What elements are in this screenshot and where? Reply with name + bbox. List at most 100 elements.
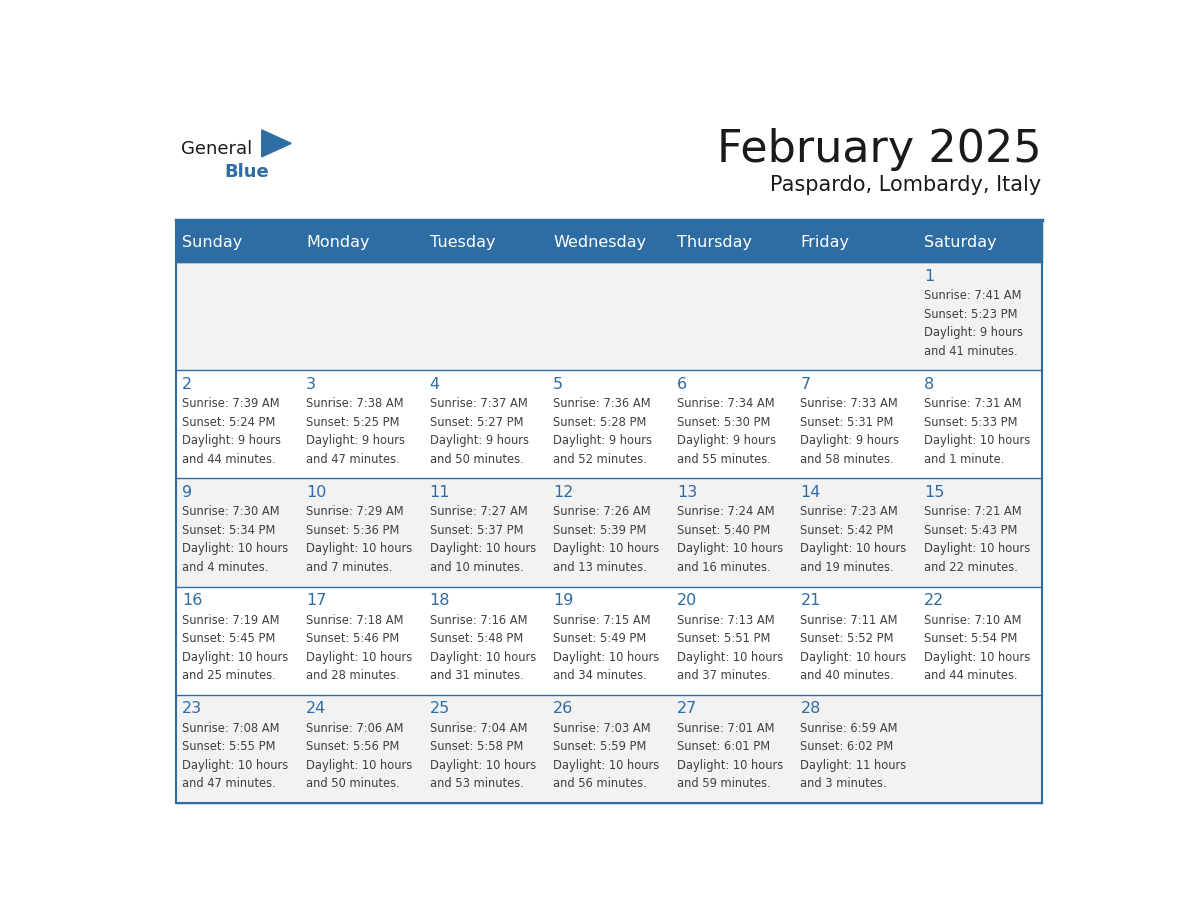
Bar	[918, 263, 1042, 370]
Polygon shape	[261, 130, 291, 157]
Text: General: General	[181, 140, 252, 158]
Text: 16: 16	[182, 593, 203, 608]
Text: Sunrise: 7:11 AM
Sunset: 5:52 PM
Daylight: 10 hours
and 40 minutes.: Sunrise: 7:11 AM Sunset: 5:52 PM Dayligh…	[801, 613, 906, 682]
Bar	[918, 370, 1042, 478]
Bar	[795, 263, 918, 370]
Text: Sunrise: 7:41 AM
Sunset: 5:23 PM
Daylight: 9 hours
and 41 minutes.: Sunrise: 7:41 AM Sunset: 5:23 PM Dayligh…	[924, 289, 1023, 358]
Text: 17: 17	[307, 593, 327, 608]
Bar	[423, 478, 546, 587]
Bar	[795, 223, 918, 263]
Bar	[299, 370, 423, 478]
Text: Sunrise: 7:19 AM
Sunset: 5:45 PM
Daylight: 10 hours
and 25 minutes.: Sunrise: 7:19 AM Sunset: 5:45 PM Dayligh…	[182, 613, 289, 682]
Bar	[795, 587, 918, 695]
Text: Tuesday: Tuesday	[430, 235, 495, 251]
Bar	[918, 695, 1042, 803]
Text: Sunrise: 7:30 AM
Sunset: 5:34 PM
Daylight: 10 hours
and 4 minutes.: Sunrise: 7:30 AM Sunset: 5:34 PM Dayligh…	[182, 506, 289, 574]
Text: Sunrise: 7:37 AM
Sunset: 5:27 PM
Daylight: 9 hours
and 50 minutes.: Sunrise: 7:37 AM Sunset: 5:27 PM Dayligh…	[430, 397, 529, 465]
Bar	[423, 263, 546, 370]
Text: 15: 15	[924, 485, 944, 500]
Text: 2: 2	[182, 376, 192, 392]
Bar	[299, 263, 423, 370]
Bar	[671, 263, 795, 370]
Bar	[176, 695, 299, 803]
Text: Sunrise: 6:59 AM
Sunset: 6:02 PM
Daylight: 11 hours
and 3 minutes.: Sunrise: 6:59 AM Sunset: 6:02 PM Dayligh…	[801, 722, 906, 790]
Text: Sunrise: 7:39 AM
Sunset: 5:24 PM
Daylight: 9 hours
and 44 minutes.: Sunrise: 7:39 AM Sunset: 5:24 PM Dayligh…	[182, 397, 282, 465]
Text: 19: 19	[554, 593, 574, 608]
Bar	[546, 478, 671, 587]
Text: 12: 12	[554, 485, 574, 500]
Bar	[795, 695, 918, 803]
Text: Thursday: Thursday	[677, 235, 752, 251]
Text: 8: 8	[924, 376, 935, 392]
Text: February 2025: February 2025	[716, 128, 1042, 171]
Bar	[671, 695, 795, 803]
Text: 25: 25	[430, 701, 450, 716]
Text: 14: 14	[801, 485, 821, 500]
Text: Sunrise: 7:13 AM
Sunset: 5:51 PM
Daylight: 10 hours
and 37 minutes.: Sunrise: 7:13 AM Sunset: 5:51 PM Dayligh…	[677, 613, 783, 682]
Text: 6: 6	[677, 376, 687, 392]
Bar	[176, 587, 299, 695]
Text: Sunrise: 7:31 AM
Sunset: 5:33 PM
Daylight: 10 hours
and 1 minute.: Sunrise: 7:31 AM Sunset: 5:33 PM Dayligh…	[924, 397, 1030, 465]
Text: Friday: Friday	[801, 235, 849, 251]
Text: Sunrise: 7:08 AM
Sunset: 5:55 PM
Daylight: 10 hours
and 47 minutes.: Sunrise: 7:08 AM Sunset: 5:55 PM Dayligh…	[182, 722, 289, 790]
Bar	[299, 587, 423, 695]
Text: Sunrise: 7:38 AM
Sunset: 5:25 PM
Daylight: 9 hours
and 47 minutes.: Sunrise: 7:38 AM Sunset: 5:25 PM Dayligh…	[307, 397, 405, 465]
Bar	[423, 370, 546, 478]
Text: Sunrise: 7:36 AM
Sunset: 5:28 PM
Daylight: 9 hours
and 52 minutes.: Sunrise: 7:36 AM Sunset: 5:28 PM Dayligh…	[554, 397, 652, 465]
Bar	[795, 370, 918, 478]
Bar	[176, 263, 299, 370]
Bar	[795, 478, 918, 587]
Text: Sunrise: 7:29 AM
Sunset: 5:36 PM
Daylight: 10 hours
and 7 minutes.: Sunrise: 7:29 AM Sunset: 5:36 PM Dayligh…	[307, 506, 412, 574]
Bar	[546, 587, 671, 695]
Bar	[299, 223, 423, 263]
Bar	[546, 370, 671, 478]
Text: 18: 18	[430, 593, 450, 608]
Bar	[918, 587, 1042, 695]
Text: Monday: Monday	[307, 235, 369, 251]
Text: 13: 13	[677, 485, 697, 500]
Bar	[671, 478, 795, 587]
Text: 11: 11	[430, 485, 450, 500]
Text: Sunrise: 7:03 AM
Sunset: 5:59 PM
Daylight: 10 hours
and 56 minutes.: Sunrise: 7:03 AM Sunset: 5:59 PM Dayligh…	[554, 722, 659, 790]
Text: 23: 23	[182, 701, 202, 716]
Text: Sunrise: 7:27 AM
Sunset: 5:37 PM
Daylight: 10 hours
and 10 minutes.: Sunrise: 7:27 AM Sunset: 5:37 PM Dayligh…	[430, 506, 536, 574]
Text: Sunrise: 7:33 AM
Sunset: 5:31 PM
Daylight: 9 hours
and 58 minutes.: Sunrise: 7:33 AM Sunset: 5:31 PM Dayligh…	[801, 397, 899, 465]
Text: Sunrise: 7:21 AM
Sunset: 5:43 PM
Daylight: 10 hours
and 22 minutes.: Sunrise: 7:21 AM Sunset: 5:43 PM Dayligh…	[924, 506, 1030, 574]
Bar	[423, 695, 546, 803]
Bar	[671, 370, 795, 478]
Bar	[918, 478, 1042, 587]
Text: Sunday: Sunday	[182, 235, 242, 251]
Text: 10: 10	[307, 485, 327, 500]
Text: Sunrise: 7:24 AM
Sunset: 5:40 PM
Daylight: 10 hours
and 16 minutes.: Sunrise: 7:24 AM Sunset: 5:40 PM Dayligh…	[677, 506, 783, 574]
Text: Sunrise: 7:01 AM
Sunset: 6:01 PM
Daylight: 10 hours
and 59 minutes.: Sunrise: 7:01 AM Sunset: 6:01 PM Dayligh…	[677, 722, 783, 790]
Text: Sunrise: 7:34 AM
Sunset: 5:30 PM
Daylight: 9 hours
and 55 minutes.: Sunrise: 7:34 AM Sunset: 5:30 PM Dayligh…	[677, 397, 776, 465]
Text: 4: 4	[430, 376, 440, 392]
Text: Saturday: Saturday	[924, 235, 997, 251]
Text: 3: 3	[307, 376, 316, 392]
Text: Sunrise: 7:10 AM
Sunset: 5:54 PM
Daylight: 10 hours
and 44 minutes.: Sunrise: 7:10 AM Sunset: 5:54 PM Dayligh…	[924, 613, 1030, 682]
Text: 7: 7	[801, 376, 810, 392]
Bar	[423, 223, 546, 263]
Text: 27: 27	[677, 701, 697, 716]
Text: 5: 5	[554, 376, 563, 392]
Bar	[176, 223, 1042, 803]
Bar	[176, 223, 299, 263]
Text: 22: 22	[924, 593, 944, 608]
Text: Wednesday: Wednesday	[554, 235, 646, 251]
Bar	[176, 370, 299, 478]
Bar	[918, 223, 1042, 263]
Bar	[546, 223, 671, 263]
Text: 28: 28	[801, 701, 821, 716]
Text: 20: 20	[677, 593, 697, 608]
Text: 1: 1	[924, 269, 935, 284]
Text: 26: 26	[554, 701, 574, 716]
Text: Sunrise: 7:15 AM
Sunset: 5:49 PM
Daylight: 10 hours
and 34 minutes.: Sunrise: 7:15 AM Sunset: 5:49 PM Dayligh…	[554, 613, 659, 682]
Text: 24: 24	[307, 701, 327, 716]
Text: Sunrise: 7:18 AM
Sunset: 5:46 PM
Daylight: 10 hours
and 28 minutes.: Sunrise: 7:18 AM Sunset: 5:46 PM Dayligh…	[307, 613, 412, 682]
Text: Sunrise: 7:26 AM
Sunset: 5:39 PM
Daylight: 10 hours
and 13 minutes.: Sunrise: 7:26 AM Sunset: 5:39 PM Dayligh…	[554, 506, 659, 574]
Bar	[299, 695, 423, 803]
Bar	[423, 587, 546, 695]
Bar	[546, 263, 671, 370]
Text: Sunrise: 7:06 AM
Sunset: 5:56 PM
Daylight: 10 hours
and 50 minutes.: Sunrise: 7:06 AM Sunset: 5:56 PM Dayligh…	[307, 722, 412, 790]
Bar	[176, 478, 299, 587]
